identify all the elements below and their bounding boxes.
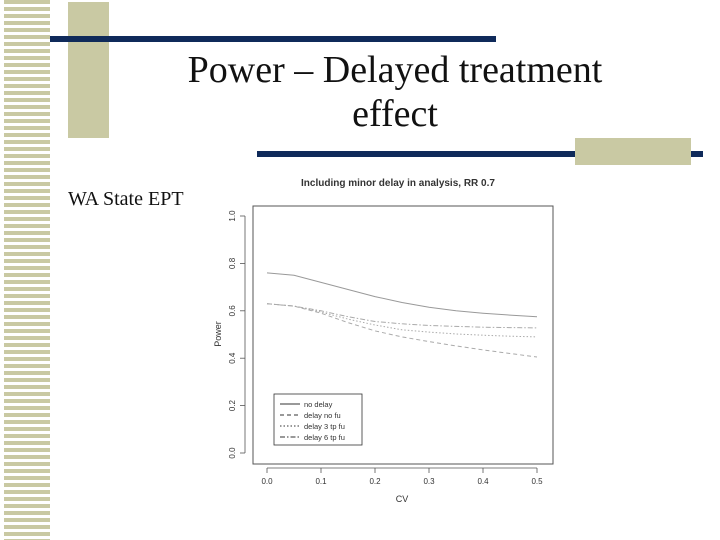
legend-label: no delay — [304, 400, 333, 409]
title-accent-block — [68, 2, 109, 138]
y-tick-label: 0.8 — [228, 257, 237, 269]
slide-title-line1: Power – Delayed treatment — [187, 49, 603, 91]
legend-label: delay no fu — [304, 411, 341, 420]
power-chart: Including minor delay in analysis, RR 0.… — [213, 178, 554, 504]
legend: no delay delay no fu delay 3 tp fu delay 6 … — [273, 393, 363, 446]
y-tick-label: 0.4 — [228, 352, 237, 364]
y-tick-label: 0.6 — [228, 305, 237, 317]
series-line — [266, 303, 538, 338]
axes: 0.0 0.1 0.2 0.3 0.4 0.5 0.0 0.2 0.4 0.6 0.8 1.0 — [228, 210, 543, 486]
legend-box — [273, 393, 363, 446]
x-tick-label: 0.1 — [315, 477, 327, 486]
x-tick-label: 0.3 — [423, 477, 435, 486]
title-bottom-rule — [257, 151, 703, 157]
y-tick-label: 0.0 — [228, 447, 237, 459]
plot-frame — [252, 205, 554, 465]
bottom-accent-block — [575, 138, 691, 165]
decorative-stripes — [0, 0, 50, 540]
series-line — [266, 303, 538, 358]
x-tick-label: 0.0 — [261, 477, 273, 486]
series-line — [266, 303, 538, 329]
title-top-rule — [50, 36, 496, 42]
x-tick-label: 0.4 — [477, 477, 489, 486]
x-axis-label: CV — [396, 494, 409, 504]
x-tick-label: 0.2 — [369, 477, 381, 486]
legend-label: delay 3 tp fu — [304, 422, 345, 431]
slide-title-line2: effect — [352, 93, 438, 135]
x-tick-label: 0.5 — [531, 477, 543, 486]
chart-title: Including minor delay in analysis, RR 0.… — [301, 178, 495, 189]
series-line — [266, 272, 538, 318]
y-tick-label: 0.2 — [228, 399, 237, 411]
slide-title: Power – Delayed treatment effect — [130, 48, 660, 136]
y-tick-label: 1.0 — [228, 210, 237, 222]
legend-label: delay 6 tp fu — [304, 433, 345, 442]
side-label: WA State EPT — [68, 188, 184, 210]
y-axis-label: Power — [213, 321, 223, 347]
series-lines — [266, 272, 538, 358]
